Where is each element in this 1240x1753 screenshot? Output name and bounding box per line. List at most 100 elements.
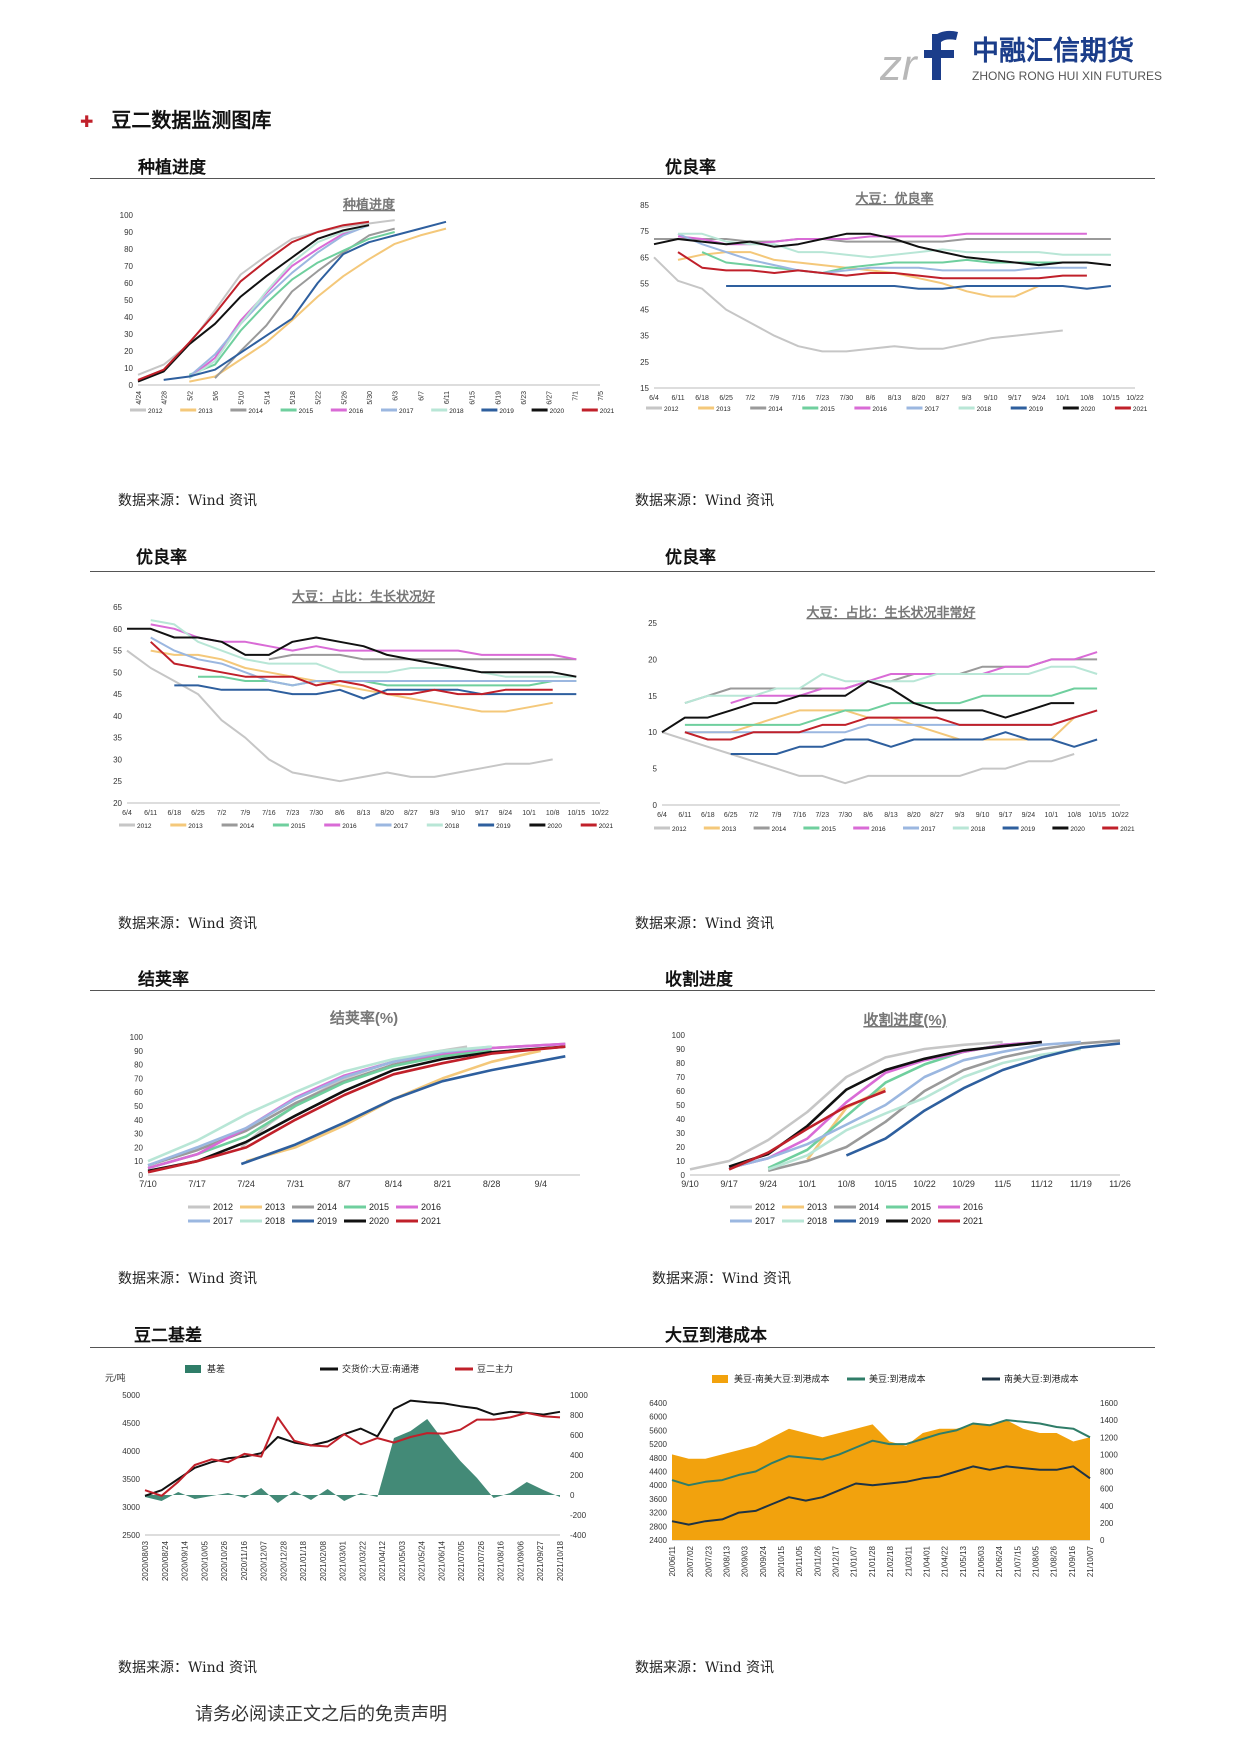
x-tick-label: 7/24	[237, 1179, 255, 1189]
y-tick-label: 15	[648, 692, 657, 701]
y-tick-label: 30	[113, 755, 122, 764]
y-tick-label: 40	[124, 313, 133, 322]
x-tick-label: 5/18	[290, 391, 297, 405]
series-line-2021	[150, 641, 553, 696]
y-tick-label: 50	[134, 1102, 143, 1111]
x-tick-label: 2021/09/27	[536, 1540, 545, 1581]
y-tick-label: 80	[676, 1059, 685, 1068]
legend-label: 2013	[198, 408, 213, 415]
series-line-2018	[678, 232, 1111, 259]
y-tick-label: 30	[134, 1130, 143, 1139]
legend-label: 基差	[207, 1363, 225, 1374]
x-tick-label: 6/15	[470, 391, 477, 405]
x-tick-label: 8/6	[335, 810, 345, 817]
x-tick-label: 21/06/24	[995, 1545, 1004, 1577]
x-tick-label: 21/07/15	[1013, 1545, 1022, 1577]
section-title-planting: 种植进度	[138, 158, 206, 177]
x-tick-label: 6/4	[657, 812, 667, 819]
y2-tick-label: 600	[570, 1431, 584, 1440]
y-tick-label: 4000	[122, 1447, 140, 1456]
chart-svg: 2500 3000 3500 4000 4500 5000 -400 -200 0 200 400 6…	[105, 1363, 588, 1581]
y-tick-label: 20	[124, 347, 133, 356]
series-line-2016	[150, 623, 577, 661]
y2-tick-label: 200	[1100, 1519, 1114, 1528]
y-tick-label: 85	[640, 201, 649, 210]
series-line-2014	[214, 227, 395, 379]
x-tick-label: 8/20	[380, 810, 394, 817]
chart-title: 大豆：占比：生长状况非常好	[806, 605, 975, 620]
chart-svg: 收割进度(%) 0 10 20 30 40 50 60 70 80 90 100 9/10 9/17 9/2…	[672, 1011, 1131, 1226]
legend-label: 2013	[188, 823, 203, 830]
x-tick-label: 9/17	[475, 810, 489, 817]
y-tick-label: 55	[640, 279, 649, 288]
x-tick-label: 6/4	[122, 810, 132, 817]
series-line-2016	[730, 651, 1098, 705]
y-tick-label: 10	[134, 1157, 143, 1166]
legend-label: 2019	[1021, 826, 1036, 833]
legend-label: 2012	[213, 1202, 233, 1212]
x-tick-label: 7/31	[287, 1179, 305, 1189]
legend-swatch	[185, 1365, 201, 1373]
y-tick-label: 25	[113, 777, 122, 786]
y-tick-label: 0	[653, 801, 658, 810]
section-title-pod-setting: 结荚率	[138, 970, 189, 989]
legend-label: 2014	[248, 408, 263, 415]
x-tick-label: 6/7	[418, 391, 425, 401]
y2-tick-label: -400	[570, 1531, 587, 1540]
series-line-2017	[684, 709, 1098, 734]
x-tick-label: 21/04/22	[941, 1545, 950, 1577]
x-tick-label: 2021/04/12	[378, 1540, 387, 1581]
y-tick-label: 3600	[649, 1495, 667, 1504]
data-source: 数据来源：Wind 资讯	[635, 1660, 775, 1676]
divider	[90, 990, 1155, 991]
legend-label: 2019	[859, 1216, 879, 1226]
x-tick-label: 10/29	[952, 1179, 975, 1189]
page-title: ✚ 豆二数据监测图库	[80, 110, 272, 132]
x-tick-label: 2021/03/01	[339, 1540, 348, 1581]
x-tick-label: 7/2	[745, 395, 755, 402]
legend-label: 2015	[291, 823, 306, 830]
x-tick-label: 6/19	[495, 391, 502, 405]
x-tick-label: 10/1	[799, 1179, 817, 1189]
divider	[90, 178, 1155, 179]
series-line-2012	[689, 1040, 1003, 1171]
x-tick-label: 2020/10/05	[200, 1540, 209, 1581]
section-title-good-share: 优良率	[136, 548, 187, 567]
series-line-2021	[147, 1045, 566, 1174]
series-line-2016	[147, 1042, 566, 1170]
data-source: 数据来源：Wind 资讯	[118, 916, 258, 932]
y-tick-label: 90	[124, 228, 133, 237]
y-tick-label: 20	[676, 1143, 685, 1152]
legend-label: 2021	[600, 408, 615, 415]
legend-label: 2017	[213, 1216, 233, 1226]
y-tick-label: 30	[676, 1129, 685, 1138]
legend-label: 2019	[317, 1216, 337, 1226]
x-tick-label: 10/15	[1088, 812, 1106, 819]
chart-svg: 种植进度 0 10 20 30 40 50 60 70 80 90 100 4/24 4/28 5/2 5/6…	[120, 197, 615, 415]
x-tick-label: 7/23	[816, 395, 830, 402]
x-tick-label: 7/5	[598, 391, 605, 401]
y-tick-label: 50	[113, 668, 122, 677]
y-tick-label: 80	[134, 1061, 143, 1070]
x-tick-label: 6/25	[191, 810, 205, 817]
legend-label: 2017	[394, 823, 409, 830]
y-tick-label: 6000	[649, 1413, 667, 1422]
x-tick-label: 9/24	[1022, 812, 1036, 819]
legend-label: 2018	[977, 406, 992, 413]
x-tick-label: 21/08/05	[1031, 1545, 1040, 1577]
x-tick-label: 7/9	[240, 810, 250, 817]
x-tick-label: 10/22	[913, 1179, 936, 1189]
legend-label: 2017	[755, 1216, 775, 1226]
y-tick-label: 65	[113, 603, 122, 612]
legend-label: 2015	[369, 1202, 389, 1212]
series-line-2018	[147, 1045, 492, 1163]
x-tick-label: 20/11/05	[795, 1545, 804, 1576]
x-tick-label: 2021/05/03	[398, 1540, 407, 1581]
y-tick-label: 50	[124, 296, 133, 305]
y2-tick-label: 800	[570, 1411, 584, 1420]
y2-tick-label: 1000	[570, 1391, 588, 1400]
y-tick-label: 0	[129, 381, 134, 390]
x-tick-label: 20/07/02	[686, 1545, 695, 1577]
legend-label: 2014	[240, 823, 255, 830]
chart-title: 结荚率(%)	[330, 1009, 398, 1027]
